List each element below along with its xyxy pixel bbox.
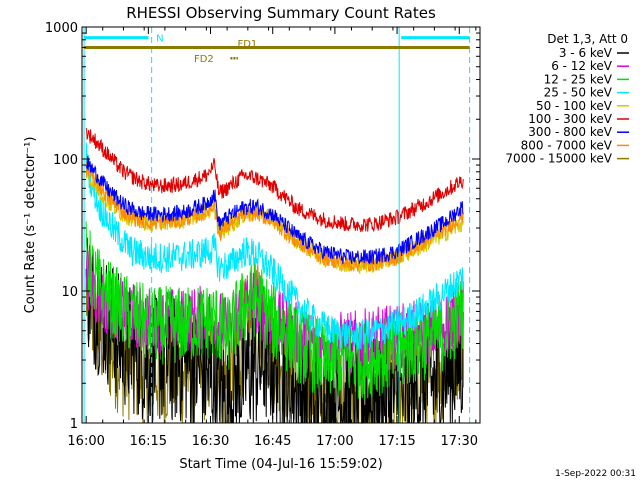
y-tick-label: 10 [61, 285, 78, 300]
y-tick-label: 1000 [45, 21, 78, 36]
legend-label: 3 - 6 keV [559, 46, 613, 60]
x-axis-label: Start Time (04-Jul-16 15:59:02) [179, 457, 382, 472]
series-line-300-800-kev [85, 155, 464, 265]
annotation-label-fd2: FD2 [194, 54, 214, 65]
series-line-100-300-kev [85, 127, 464, 233]
x-tick-label: 16:00 [67, 434, 104, 449]
legend-label: 300 - 800 keV [528, 125, 612, 139]
plot-frame [81, 26, 481, 424]
y-tick-label: 1 [70, 417, 78, 432]
legend-label: 6 - 12 keV [551, 59, 613, 73]
legend-label: 25 - 50 keV [544, 86, 613, 100]
legend-label: 50 - 100 keV [536, 99, 613, 113]
y-tick-label: 100 [53, 153, 78, 168]
x-tick-label: 16:15 [130, 434, 167, 449]
x-tick-label: 16:45 [254, 434, 291, 449]
footer-date: 1-Sep-2022 00:31 [555, 469, 636, 479]
legend-label: 800 - 7000 keV [521, 138, 613, 152]
annotation-label-fd1: FD1 [237, 39, 257, 50]
annotation-label-n: N [156, 34, 163, 45]
x-tick-label: 16:30 [192, 434, 229, 449]
x-tick-label: 17:00 [316, 434, 353, 449]
legend-label: 100 - 300 keV [528, 112, 612, 126]
x-tick-label: 17:30 [441, 434, 478, 449]
legend-label: 7000 - 15000 keV [505, 152, 612, 166]
series-line-800-7000-kev [85, 161, 464, 272]
legend-header: Det 1,3, Att 0 [547, 32, 628, 46]
chart-title: RHESSI Observing Summary Count Rates [126, 4, 436, 22]
legend-label: 12 - 25 keV [544, 72, 613, 86]
y-axis-label: Count Rate (s⁻¹ detector⁻¹) [23, 137, 38, 314]
x-tick-label: 17:15 [378, 434, 415, 449]
series-line-25-50-kev [85, 142, 464, 351]
series-line-12-25-kev [85, 221, 464, 400]
